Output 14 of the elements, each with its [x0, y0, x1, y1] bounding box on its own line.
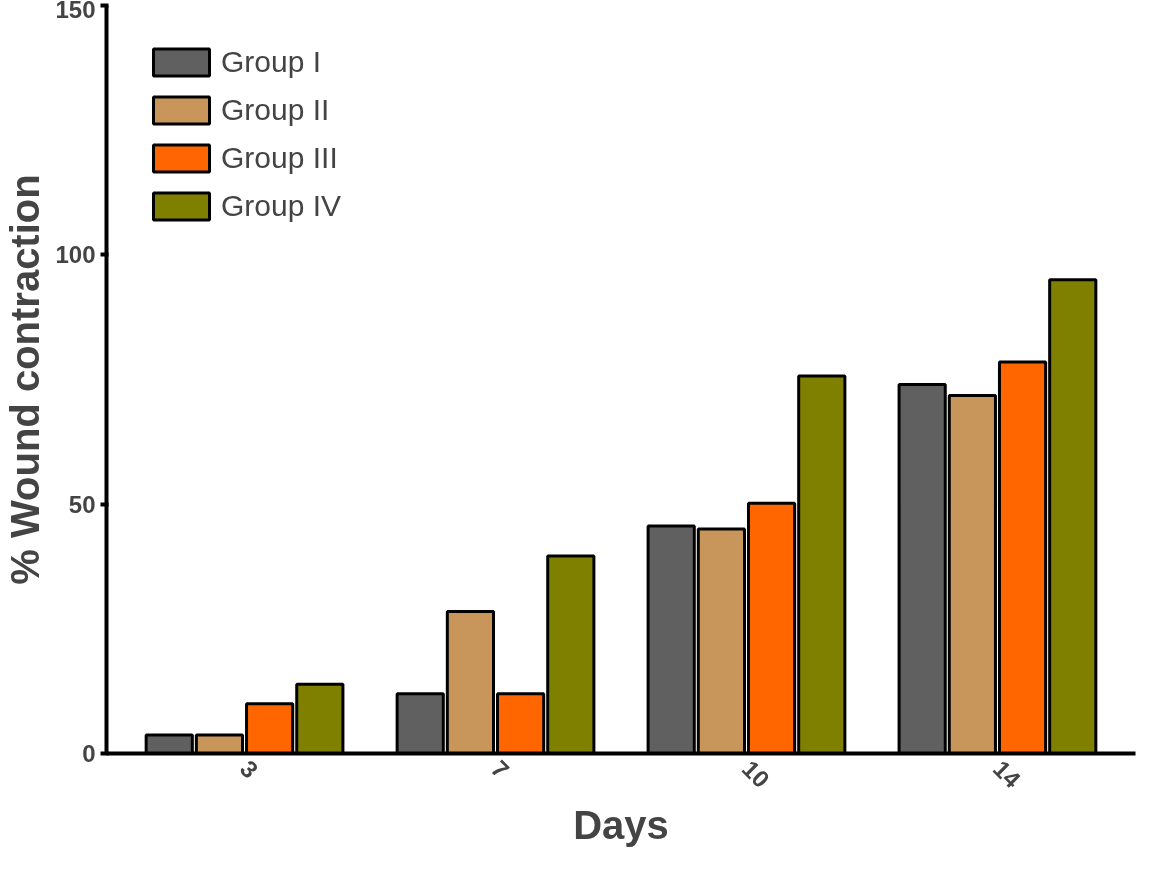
y-tick-label: 100 — [55, 241, 96, 269]
y-tick-label: 0 — [82, 740, 96, 767]
legend-label: Group III — [221, 141, 338, 175]
x-tick-label: 10 — [736, 754, 775, 793]
y-tick-label: 150 — [55, 0, 96, 23]
legend-label: Group IV — [221, 189, 342, 223]
x-axis-title: Days — [573, 803, 669, 848]
y-tick-label: 50 — [68, 490, 96, 518]
legend-label: Group I — [221, 45, 322, 79]
x-tick-label: 14 — [987, 754, 1027, 794]
legend-label: Group II — [221, 93, 330, 127]
x-tick-label: 7 — [485, 754, 515, 784]
y-axis-title: % Wound contraction — [3, 174, 48, 585]
x-tick-label: 3 — [234, 754, 264, 784]
